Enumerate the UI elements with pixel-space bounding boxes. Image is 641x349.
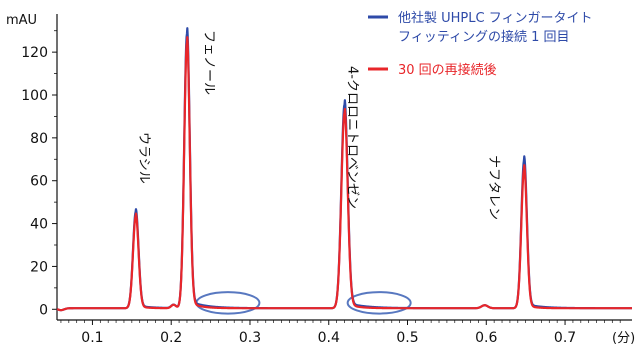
peak-labels: ウラシル フェノール 4-クロロニトロベンゼンナフタレン (136, 30, 501, 220)
highlight-ellipse (346, 291, 412, 315)
x-tick-label: 0.7 (554, 330, 576, 346)
y-tick-label: 80 (30, 131, 48, 147)
x-tick-label: 0.4 (318, 330, 340, 346)
y-tick-label: 40 (30, 217, 48, 233)
peak-label: フェノール (201, 30, 216, 95)
y-tick-label: 100 (21, 88, 48, 104)
x-tick-label: 0.3 (239, 330, 261, 346)
y-tick-label: 60 (30, 174, 48, 190)
y-tick-label: 20 (30, 259, 48, 275)
x-tick-label: 0.6 (475, 330, 497, 346)
y-tick-label: 120 (21, 45, 48, 61)
legend-label: 30 回の再接続後 (398, 62, 497, 78)
x-tick-label: 0.1 (81, 330, 103, 346)
x-tick-label: 0.5 (396, 330, 418, 346)
x-axis-unit: (分) (612, 331, 635, 346)
peak-label: ナフタレン (486, 155, 501, 220)
y-axis-label: mAU (6, 13, 37, 28)
peak-label: 4-クロロニトロベンゼン (345, 66, 360, 209)
y-tick-label: 0 (39, 302, 48, 318)
series-line (56, 36, 633, 312)
axes: 0 20 40 60 80 100 120 0.1 0.2 0.3 0.4 0.5 0.6 0.7 mAU (… (6, 13, 635, 346)
highlight-ellipse (195, 291, 261, 315)
peak-label: ウラシル (136, 132, 151, 184)
highlight-ellipses (195, 291, 412, 315)
legend-label: 他社製 UHPLC フィンガータイト (398, 10, 592, 26)
series-lines (56, 27, 633, 312)
x-tick-label: 0.2 (160, 330, 182, 346)
legend-label-line2: フィッティングの接続 1 回目 (398, 29, 570, 45)
